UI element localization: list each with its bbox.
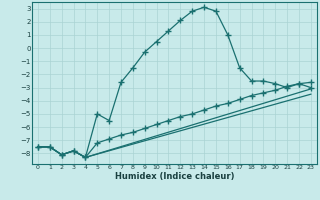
X-axis label: Humidex (Indice chaleur): Humidex (Indice chaleur) <box>115 172 234 181</box>
